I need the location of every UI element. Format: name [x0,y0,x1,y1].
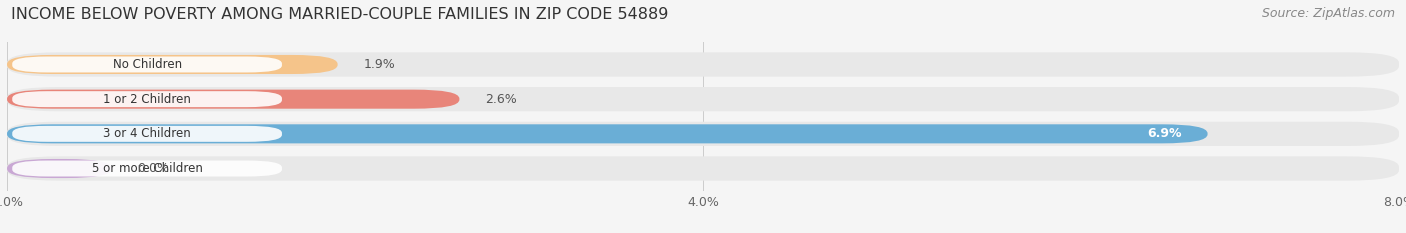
Text: 2.6%: 2.6% [485,93,517,106]
Text: 1.9%: 1.9% [364,58,395,71]
FancyBboxPatch shape [7,55,337,74]
FancyBboxPatch shape [13,91,283,107]
FancyBboxPatch shape [7,87,1399,111]
Text: 6.9%: 6.9% [1147,127,1181,140]
FancyBboxPatch shape [7,52,1399,77]
FancyBboxPatch shape [7,159,111,178]
FancyBboxPatch shape [13,161,283,176]
Text: 1 or 2 Children: 1 or 2 Children [103,93,191,106]
FancyBboxPatch shape [13,126,283,142]
FancyBboxPatch shape [7,90,460,109]
Text: INCOME BELOW POVERTY AMONG MARRIED-COUPLE FAMILIES IN ZIP CODE 54889: INCOME BELOW POVERTY AMONG MARRIED-COUPL… [11,7,669,22]
FancyBboxPatch shape [13,57,283,72]
FancyBboxPatch shape [7,122,1399,146]
FancyBboxPatch shape [7,156,1399,181]
Text: 3 or 4 Children: 3 or 4 Children [103,127,191,140]
Text: 0.0%: 0.0% [138,162,170,175]
Text: No Children: No Children [112,58,181,71]
FancyBboxPatch shape [7,124,1208,143]
Text: 5 or more Children: 5 or more Children [91,162,202,175]
Text: Source: ZipAtlas.com: Source: ZipAtlas.com [1261,7,1395,20]
